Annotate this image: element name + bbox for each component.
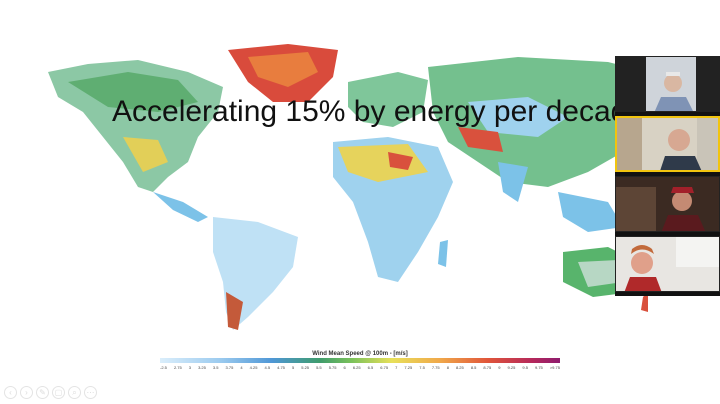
legend-tick-label: >9.75 bbox=[549, 365, 560, 370]
legend-tick-label: 6.25 bbox=[352, 365, 361, 370]
next-icon[interactable]: › bbox=[20, 386, 33, 399]
video-gallery bbox=[615, 56, 720, 296]
legend-tick-label: 4 bbox=[240, 365, 243, 370]
legend-tick-label: 3.25 bbox=[198, 365, 206, 370]
participant-4-video bbox=[616, 237, 719, 291]
legend-tick-label: 3.75 bbox=[225, 365, 234, 370]
legend-tick-label: 8 bbox=[446, 365, 449, 370]
video-tile-participant-1[interactable] bbox=[615, 56, 720, 112]
legend-tick-label: 8.5 bbox=[470, 365, 477, 370]
legend-tick-label: 4.25 bbox=[249, 365, 258, 370]
legend-tick-label: 7 bbox=[395, 365, 398, 370]
participant-2-video bbox=[617, 118, 718, 170]
legend-title: Wind Mean Speed @ 100m - [m/s] bbox=[312, 351, 408, 357]
legend-ticks: -2.5 2.75 3 3.25 3.5 3.75 4 4.25 4.5 4.75 5 5.25 5.5… bbox=[160, 365, 560, 370]
legend-tick-label: -2.5 bbox=[160, 365, 167, 370]
legend-tick-label: 5 bbox=[291, 365, 295, 370]
legend-tick-label: 9 bbox=[498, 365, 501, 370]
legend-tick-label: 8.75 bbox=[483, 365, 492, 370]
legend-tick-label: 6.75 bbox=[380, 365, 389, 370]
legend-tick-label: 7.25 bbox=[404, 365, 413, 370]
legend-tick-label: 7.5 bbox=[419, 365, 425, 370]
legend-color-bar bbox=[160, 358, 560, 363]
legend-tick-label: 4.75 bbox=[277, 365, 285, 370]
color-legend: Wind Mean Speed @ 100m - [m/s] -2.5 2.75 3… bbox=[160, 350, 560, 370]
zoom-icon[interactable]: ⌕ bbox=[68, 386, 81, 399]
participant-3-video bbox=[616, 177, 719, 231]
legend-tick-label: 7.75 bbox=[431, 365, 440, 370]
copy-icon[interactable]: ▢ bbox=[52, 386, 65, 399]
slide-title: Accelerating 15% by energy per decade bbox=[112, 95, 615, 128]
video-tile-participant-2[interactable] bbox=[615, 116, 720, 172]
slideshow-controls: ‹ › ✎ ▢ ⌕ ⋯ bbox=[4, 386, 97, 399]
legend-tick-label: 6 bbox=[343, 365, 346, 370]
legend-tick-label: 3 bbox=[188, 365, 192, 370]
legend-tick-label: 9.75 bbox=[535, 365, 543, 370]
more-icon[interactable]: ⋯ bbox=[84, 386, 97, 399]
legend-tick-label: 2.75 bbox=[173, 365, 182, 370]
pen-icon[interactable]: ✎ bbox=[36, 386, 49, 399]
legend-tick-label: 9.25 bbox=[507, 365, 516, 370]
previous-icon[interactable]: ‹ bbox=[4, 386, 17, 399]
legend-tick-label: 9.5 bbox=[522, 365, 528, 370]
participant-1-video bbox=[616, 57, 719, 111]
legend-tick-label: 8.25 bbox=[455, 365, 464, 370]
legend-tick-label: 3.5 bbox=[212, 365, 219, 370]
legend-tick-label: 5.5 bbox=[316, 365, 322, 370]
legend-tick-label: 4.5 bbox=[264, 365, 271, 370]
legend-tick-label: 5.75 bbox=[328, 365, 337, 370]
world-wind-map bbox=[48, 44, 648, 330]
video-tile-participant-4[interactable] bbox=[615, 236, 720, 292]
legend-tick-label: 5.25 bbox=[301, 365, 310, 370]
video-tile-participant-3[interactable] bbox=[615, 176, 720, 232]
legend-tick-label: 6.5 bbox=[367, 365, 374, 370]
